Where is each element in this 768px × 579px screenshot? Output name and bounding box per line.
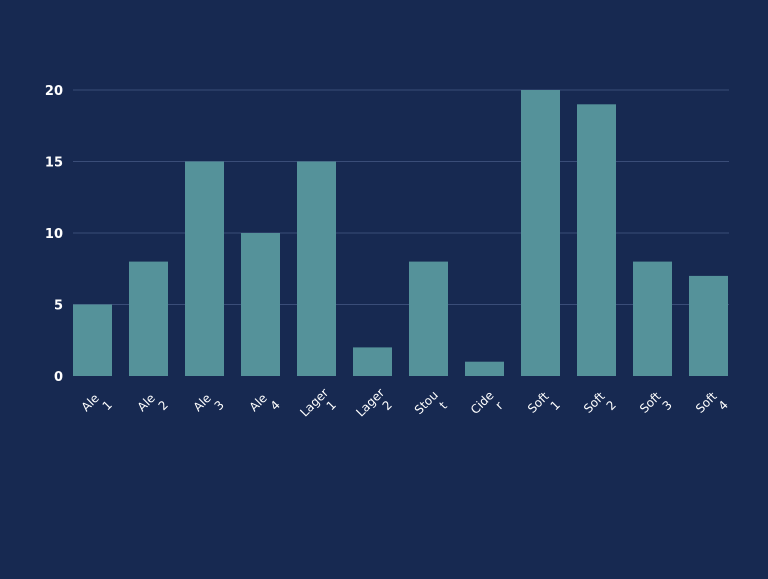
- bar: [577, 104, 616, 377]
- bar: [185, 161, 224, 376]
- x-tick-label-line: Ale: [79, 391, 102, 414]
- y-tick-label: 0: [54, 370, 63, 385]
- x-tick-label-line: 3: [660, 398, 675, 413]
- x-tick-label-line: Ale: [247, 391, 270, 414]
- bar: [465, 361, 504, 376]
- x-tick-label-line: 2: [380, 398, 395, 413]
- bar: [241, 233, 280, 376]
- x-tick-label-line: 3: [212, 398, 227, 413]
- bar: [689, 275, 728, 376]
- y-tick-label: 20: [45, 84, 63, 99]
- bar: [73, 304, 112, 376]
- x-tick-label-line: Ale: [135, 391, 158, 414]
- bar: [129, 261, 168, 376]
- bars: [73, 90, 728, 377]
- bar: [633, 261, 672, 376]
- x-tick-label-line: 4: [268, 398, 283, 413]
- x-tick-label-line: r: [493, 399, 506, 412]
- x-tick-label-line: 1: [548, 398, 563, 413]
- y-tick-label: 10: [45, 227, 63, 242]
- bar: [297, 161, 336, 376]
- y-tick-label: 5: [54, 299, 63, 314]
- x-tick-label-line: 1: [324, 398, 339, 413]
- x-tick-label-line: 2: [604, 398, 619, 413]
- x-tick-label-line: Ale: [191, 391, 214, 414]
- grid-lines: [73, 89, 729, 305]
- bar: [521, 90, 560, 376]
- bar: [409, 261, 448, 376]
- x-tick-label-line: 2: [156, 398, 171, 413]
- x-tick-label-line: 4: [716, 398, 731, 413]
- bar: [353, 347, 392, 376]
- y-tick-label: 15: [45, 156, 63, 171]
- y-axis-ticks: 0 5 10 15 20: [45, 84, 63, 385]
- x-tick-label-line: 1: [100, 398, 115, 413]
- x-tick-label-line: t: [437, 399, 450, 412]
